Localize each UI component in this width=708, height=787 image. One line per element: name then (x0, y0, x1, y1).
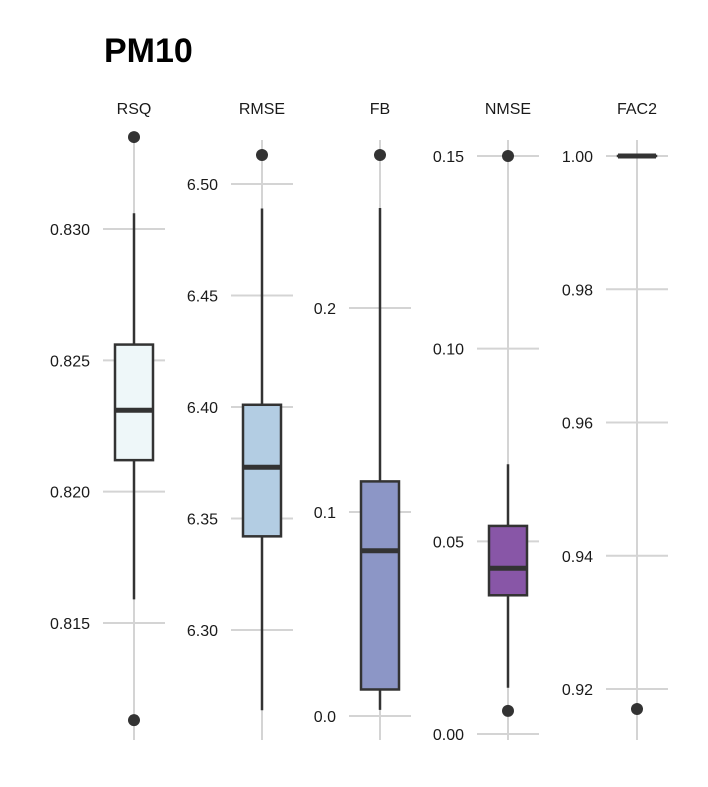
outlier-fac2 (631, 702, 643, 715)
outlier-rsq (128, 131, 140, 144)
tick-label-rsq: 0.820 (50, 485, 90, 502)
panel-label-rsq: RSQ (117, 101, 152, 118)
box-nmse (487, 524, 529, 597)
tick-label-rmse: 6.40 (187, 400, 218, 417)
tick-label-rmse: 6.30 (187, 623, 218, 640)
panel-label-fac2: FAC2 (617, 101, 657, 118)
tick-label-rsq: 0.815 (50, 616, 90, 633)
outlier-rsq (128, 714, 140, 727)
tick-label-rmse: 6.35 (187, 512, 218, 529)
tick-label-rsq: 0.825 (50, 353, 90, 370)
outlier-nmse (502, 150, 514, 162)
tick-label-fac2: 0.92 (562, 682, 593, 699)
chart-title: PM10 (104, 32, 193, 70)
tick-label-nmse: 0.15 (433, 149, 464, 166)
panel-label-nmse: NMSE (485, 101, 531, 118)
tick-label-nmse: 0.05 (433, 534, 464, 551)
tick-label-fac2: 0.96 (562, 416, 593, 433)
tick-label-fac2: 1.00 (562, 149, 593, 166)
box-rsq (113, 343, 155, 462)
tick-label-fac2: 0.94 (562, 549, 593, 566)
tick-label-fac2: 0.98 (562, 282, 593, 299)
tick-label-fb: 0.2 (314, 301, 336, 318)
tick-label-nmse: 0.00 (433, 727, 464, 744)
outlier-fb (374, 149, 386, 161)
tick-label-rmse: 6.45 (187, 289, 218, 306)
box-fb (359, 480, 401, 691)
tick-label-fb: 0.0 (314, 709, 336, 726)
panel-label-rmse: RMSE (239, 101, 285, 118)
tick-label-rsq: 0.830 (50, 222, 90, 239)
outlier-nmse (502, 704, 514, 717)
panel-label-fb: FB (370, 101, 390, 118)
tick-label-fb: 0.1 (314, 505, 336, 522)
tick-label-rmse: 6.50 (187, 177, 218, 194)
tick-label-nmse: 0.10 (433, 342, 464, 359)
box-rmse (241, 403, 283, 538)
outlier-rmse (256, 149, 268, 162)
